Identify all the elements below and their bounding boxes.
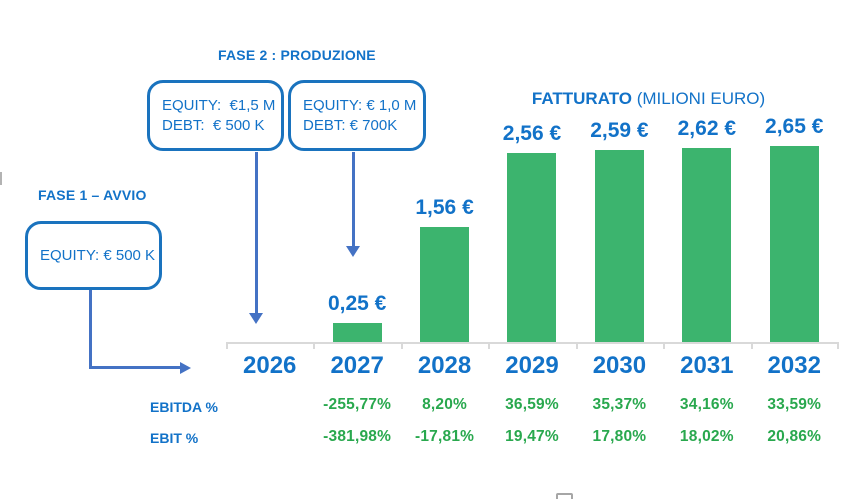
ebitda-cell <box>226 396 313 414</box>
year-label: 2031 <box>680 352 734 379</box>
chart-column-2027: 0,25 € <box>313 292 400 342</box>
axis-tick <box>837 342 839 349</box>
ebit-row-label: EBIT % <box>150 430 199 446</box>
chart-column-2031: 2,62 € <box>663 117 750 342</box>
chart-column-2028: 1,56 € <box>401 196 488 342</box>
ebitda-cell: -255,77% <box>323 396 392 413</box>
chart-column-2026 <box>226 335 313 342</box>
arrow-phase1-head-icon <box>180 362 191 374</box>
ebitda-cell: 33,59% <box>767 396 822 413</box>
ebit-cell: -17,81% <box>414 428 475 445</box>
revenue-bar <box>769 146 819 342</box>
arrow-box2-line <box>352 152 355 246</box>
ebit-cell: 18,02% <box>679 428 734 445</box>
axis-tick <box>663 342 665 349</box>
ebit-cell <box>226 428 313 446</box>
ebit-values-row: -381,98% -17,81% 19,47% 17,80% 18,02% 20… <box>226 428 838 446</box>
phase2-box-1: EQUITY: €1,5 M DEBT: € 500 K <box>147 80 284 151</box>
revenue-bar <box>507 153 557 342</box>
x-axis-line <box>226 342 839 349</box>
year-label: 2030 <box>592 352 647 379</box>
arrow-phase1-vline <box>89 290 92 369</box>
chart-title-main: FATTURATO <box>531 89 633 108</box>
ebit-cell: 19,47% <box>505 428 559 445</box>
chart-column-2030: 2,59 € <box>576 119 663 342</box>
left-edge-fragment <box>0 172 2 185</box>
ebitda-cell: 36,59% <box>505 396 559 413</box>
bar-value-label: 2,65 € <box>765 115 824 138</box>
arrow-phase1-hline <box>89 366 180 369</box>
revenue-bar <box>594 150 644 342</box>
ebit-cell: 17,80% <box>592 428 647 445</box>
bar-value-label: 2,56 € <box>502 122 562 145</box>
phase2-title: FASE 2 : PRODUZIONE <box>218 47 376 63</box>
year-label: 2032 <box>767 352 821 379</box>
axis-tick <box>313 342 315 349</box>
axis-tick <box>576 342 578 349</box>
arrow-box1-line <box>255 152 258 313</box>
phase2-box1-debt: DEBT: € 500 K <box>162 116 265 134</box>
year-axis-labels: 2026 2027 2028 2029 2030 2031 2032 <box>226 352 838 380</box>
ebit-cell: 20,86% <box>767 428 822 445</box>
axis-tick <box>751 342 753 349</box>
year-label: 2027 <box>330 352 384 379</box>
bar-value-label: 2,59 € <box>590 119 649 142</box>
phase1-title: FASE 1 – AVVIO <box>38 187 147 203</box>
ebitda-cell: 35,37% <box>592 396 647 413</box>
phase2-box2-debt: DEBT: € 700K <box>303 116 398 134</box>
year-label: 2026 <box>243 352 297 379</box>
phase2-box-2: EQUITY: € 1,0 M DEBT: € 700K <box>288 80 426 151</box>
arrow-box2-head-icon <box>346 246 360 257</box>
arrow-box1-head-icon <box>249 313 263 324</box>
chart-column-2029: 2,56 € <box>488 122 575 342</box>
axis-tick <box>226 342 228 349</box>
ebitda-cell: 8,20% <box>422 396 468 413</box>
phase1-box: EQUITY: € 500 K <box>25 221 162 290</box>
bar-value-label: 0,25 € <box>327 292 387 315</box>
year-label: 2029 <box>505 352 559 379</box>
axis-tick <box>488 342 490 349</box>
ebitda-cell: 34,16% <box>679 396 734 413</box>
chart-title: FATTURATO (MILIONI EURO) <box>513 69 765 129</box>
ebitda-values-row: -255,77% 8,20% 36,59% 35,37% 34,16% 33,5… <box>226 396 838 414</box>
year-label: 2028 <box>417 352 472 379</box>
ebit-cell: -381,98% <box>323 428 392 445</box>
axis-tick <box>401 342 403 349</box>
chart-title-unit: (MILIONI EURO) <box>632 89 766 108</box>
phase1-box-equity: EQUITY: € 500 K <box>40 246 156 264</box>
revenue-bar <box>420 227 470 342</box>
bottom-edge-fragment <box>556 493 573 499</box>
bar-value-label: 1,56 € <box>415 196 474 219</box>
chart-column-2032: 2,65 € <box>751 115 838 342</box>
revenue-bar <box>682 148 732 342</box>
phase2-box2-equity: EQUITY: € 1,0 M <box>303 96 417 114</box>
revenue-bar <box>332 323 382 342</box>
ebitda-row-label: EBITDA % <box>150 399 218 415</box>
bar-value-label: 2,62 € <box>677 117 737 140</box>
phase2-box1-equity: EQUITY: €1,5 M <box>162 96 276 114</box>
bar-chart-plot-area: 0,25 € 1,56 € 2,56 € 2,59 € 2,62 € 2,65 … <box>226 115 838 342</box>
